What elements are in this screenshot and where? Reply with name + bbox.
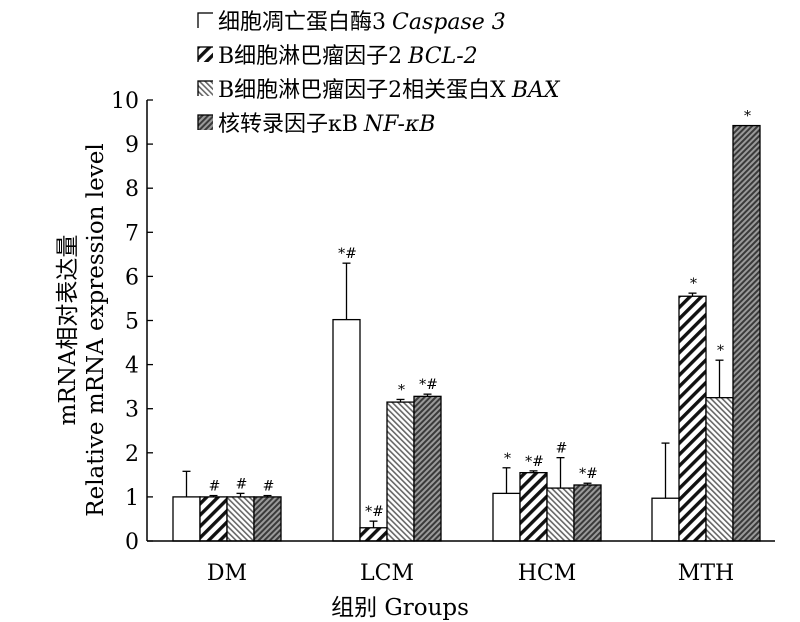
bar-bcl2-lcm — [359, 527, 388, 542]
y-tick-label: 10 — [111, 89, 139, 114]
significance-label: *# — [419, 377, 438, 393]
significance-label: # — [263, 479, 275, 495]
significance-label: * — [398, 382, 405, 398]
y-tick-label: 5 — [125, 310, 139, 335]
bar-nfb-hcm — [573, 484, 602, 542]
y-tick-label: 8 — [125, 177, 139, 202]
legend-swatch-nfkb — [197, 114, 213, 130]
y-tick-label: 3 — [125, 398, 139, 423]
legend-swatch-bcl2 — [197, 46, 213, 62]
bar-caspase3-lcm — [332, 318, 361, 542]
y-tick-label: 0 — [125, 530, 139, 555]
bar-caspase3-mth — [651, 497, 680, 542]
x-category-label: MTH — [678, 561, 734, 586]
legend-label-caspase3-cn: 细胞凋亡蛋白酶3 — [218, 10, 386, 35]
bar-bax-hcm — [546, 487, 575, 542]
bar-nfb-mth — [732, 124, 761, 542]
significance-label: *# — [525, 454, 544, 470]
legend-label-bcl2-en: BCL-2 — [408, 44, 478, 69]
legend-label-nfkb-cn: 核转录因子κB — [218, 112, 358, 137]
y-tick-label: 9 — [125, 133, 139, 158]
significance-label: * — [717, 343, 724, 359]
significance-label: * — [504, 451, 511, 467]
legend-item-bax: B细胞淋巴瘤因子2相关蛋白X BAX — [197, 71, 560, 105]
legend-item-caspase3: 细胞凋亡蛋白酶3 Caspase 3 — [197, 3, 506, 37]
y-tick-label: 2 — [125, 442, 139, 467]
legend-swatch-caspase3 — [197, 12, 213, 28]
significance-label: *# — [338, 246, 357, 262]
legend-label-nfkb-en: NF-κB — [363, 112, 436, 137]
significance-label: # — [556, 441, 568, 457]
significance-label: * — [690, 276, 697, 292]
y-axis-title-cn: mRNA相对表达量 — [55, 234, 81, 426]
y-tick-label: 7 — [125, 221, 139, 246]
significance-label: # — [236, 476, 248, 492]
y-tick-label: 6 — [125, 265, 139, 290]
significance-label: *# — [365, 504, 384, 520]
bar-nfb-lcm — [413, 395, 442, 542]
bar-bcl2-dm — [199, 496, 228, 542]
bar-caspase3-dm — [172, 496, 201, 542]
legend-label-bax-cn: B细胞淋巴瘤因子2相关蛋白X — [218, 78, 506, 103]
legend-swatch-bax — [197, 80, 213, 96]
legend-item-nfkb: 核转录因子κB NF-κB — [197, 105, 435, 139]
legend-label-bax-en: BAX — [511, 78, 560, 103]
y-tick-label: 1 — [125, 486, 139, 511]
bar-caspase3-hcm — [492, 492, 521, 542]
bar-bax-lcm — [386, 401, 415, 542]
y-tick-label: 4 — [125, 354, 139, 379]
bar-bax-dm — [226, 496, 255, 542]
significance-label: # — [209, 479, 221, 495]
y-axis-title-en: Relative mRNA expression level — [83, 143, 109, 517]
x-category-label: LCM — [360, 561, 414, 586]
bar-nfb-dm — [253, 496, 282, 542]
significance-label: * — [744, 109, 751, 125]
x-category-label: HCM — [518, 561, 577, 586]
bar-bcl2-hcm — [519, 471, 548, 542]
bar-bcl2-mth — [678, 295, 707, 542]
bar-bax-mth — [705, 397, 734, 542]
legend-label-caspase3-en: Caspase 3 — [392, 10, 506, 35]
x-axis-title: 组别 Groups — [331, 595, 469, 621]
significance-label: *# — [579, 466, 598, 482]
legend-item-bcl2: B细胞淋巴瘤因子2 BCL-2 — [197, 37, 478, 71]
legend-label-bcl2-cn: B细胞淋巴瘤因子2 — [218, 44, 403, 69]
x-category-label: DM — [207, 561, 247, 586]
